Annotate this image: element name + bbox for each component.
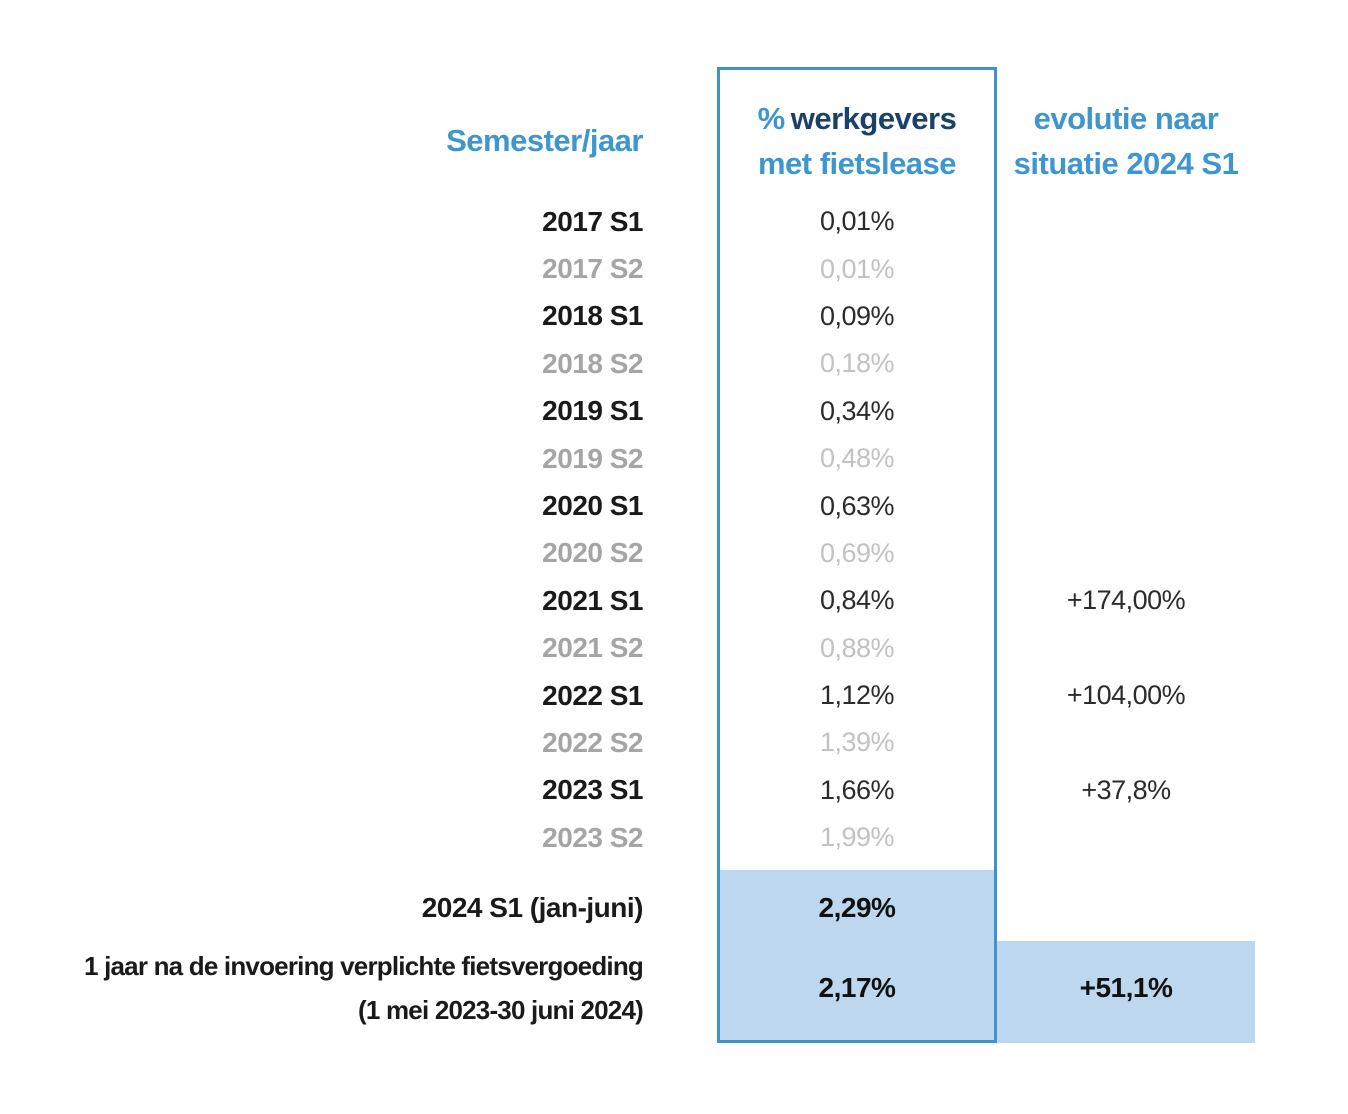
row-label: 2019 S1 (542, 395, 643, 427)
row-evolution: +51,1% (1079, 972, 1173, 1003)
evolution-header-line2: situatie 2024 S1 (1013, 146, 1239, 181)
row-label: 2018 S2 (542, 347, 643, 379)
row-label: 2022 S2 (542, 726, 643, 758)
row-value: 0,34% (819, 395, 895, 426)
row-value: 0,84% (819, 585, 895, 616)
row-label: 2021 S2 (542, 632, 643, 664)
row-value: 0,01% (819, 253, 895, 284)
table-row: 2021 S1 0,84% +174,00% (0, 577, 1348, 624)
table-row: 2020 S1 0,63% (0, 482, 1348, 529)
row-value: 1,39% (819, 727, 895, 758)
pct-header-word: werkgevers (790, 101, 957, 136)
table-row: 2018 S1 0,09% (0, 293, 1348, 340)
row-value: 1,12% (819, 680, 895, 711)
row-label-line2: (1 mei 2023-30 juni 2024) (358, 995, 644, 1025)
row-label: 2023 S2 (542, 821, 643, 853)
row-label-line1: 1 jaar na de invoering verplichte fietsv… (84, 951, 644, 981)
row-label: 2020 S1 (542, 490, 643, 522)
row-value: 2,29% (818, 892, 896, 923)
row-value: 1,99% (819, 822, 895, 853)
highlight-fill-evolution-column (997, 941, 1255, 1043)
pct-header-line2: met fietslease (757, 146, 957, 181)
table-row: 2023 S2 1,99% (0, 814, 1348, 861)
row-label: 2020 S2 (542, 537, 643, 569)
row-label: 2023 S1 (542, 774, 643, 806)
table-row: 2022 S1 1,12% +104,00% (0, 672, 1348, 719)
table-row: 2018 S2 0,18% (0, 340, 1348, 387)
row-label: 1 jaar na de invoering verplichte fietsv… (0, 944, 644, 1032)
highlight-row-year-after: 1 jaar na de invoering verplichte fietsv… (0, 944, 1348, 1032)
row-label: 2019 S2 (542, 442, 643, 474)
row-value: 0,09% (819, 300, 895, 331)
table-row: 2021 S2 0,88% (0, 625, 1348, 672)
highlight-row-2024-s1: 2024 S1 (jan-juni) 2,29% (0, 870, 1348, 946)
row-label: 2022 S1 (542, 679, 643, 711)
table-row: 2023 S1 1,66% +37,8% (0, 767, 1348, 814)
row-label: 2018 S1 (542, 300, 643, 332)
table-row: 2019 S1 0,34% (0, 388, 1348, 435)
row-value: 0,01% (819, 206, 895, 237)
pct-header-line1: % werkgevers (717, 96, 997, 141)
row-value: 0,88% (819, 632, 895, 663)
row-value: 0,63% (819, 490, 895, 521)
evolution-header-line1: evolutie naar (1033, 101, 1219, 136)
table-row: 2017 S1 0,01% (0, 198, 1348, 245)
row-value: 0,48% (819, 443, 895, 474)
column-header-evolution: evolutie naar situatie 2024 S1 (997, 96, 1255, 186)
row-value: 1,66% (819, 774, 895, 805)
table-row: 2020 S2 0,69% (0, 530, 1348, 577)
row-evolution: +37,8% (1081, 774, 1171, 805)
row-evolution: +174,00% (1066, 585, 1186, 616)
row-label: 2017 S2 (542, 253, 643, 285)
row-value: 0,69% (819, 537, 895, 568)
row-value: 2,17% (818, 972, 896, 1003)
row-evolution: +104,00% (1066, 680, 1186, 711)
column-header-semester: Semester/jaar (446, 123, 643, 158)
table-row: 2019 S2 0,48% (0, 435, 1348, 482)
row-label: 2017 S1 (542, 205, 643, 237)
column-header-pct-werkgevers: % werkgevers met fietslease (717, 96, 997, 186)
table-header-row: Semester/jaar % werkgevers met fietslease… (0, 95, 1348, 187)
table-row: 2022 S2 1,39% (0, 719, 1348, 766)
percent-symbol: % (757, 101, 786, 136)
row-label: 2024 S1 (jan-juni) (421, 892, 644, 923)
row-value: 0,18% (819, 348, 895, 379)
semester-rows: 2017 S1 0,01% 2017 S2 0,01% 2018 S1 0,09… (0, 198, 1348, 861)
highlight-fill-middle-column (720, 870, 994, 1040)
highlight-column-border-box (717, 67, 997, 1043)
table-row: 2017 S2 0,01% (0, 245, 1348, 292)
row-label: 2021 S1 (542, 584, 643, 616)
